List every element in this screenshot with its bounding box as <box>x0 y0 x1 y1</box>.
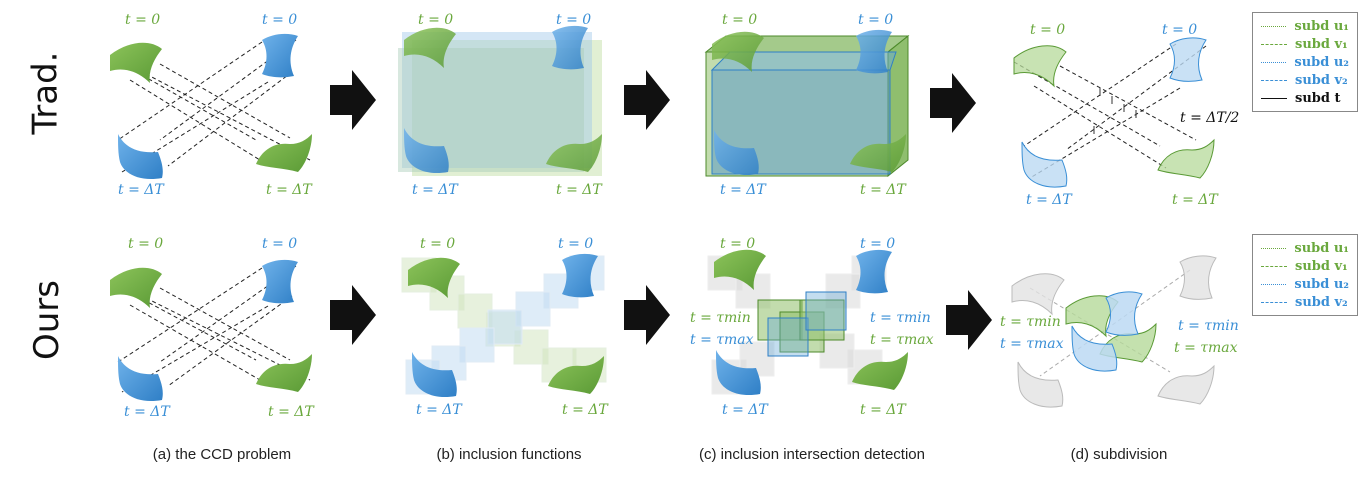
legend-swatch <box>1261 301 1287 303</box>
legend-swatch <box>1261 43 1287 45</box>
legend-item: subd u₂ <box>1261 275 1349 293</box>
legend-swatch <box>1261 247 1287 249</box>
arrow-icon <box>624 285 670 345</box>
caption-b: (b) inclusion functions <box>436 446 582 463</box>
legend-label: subd v₁ <box>1295 36 1348 52</box>
arrow-icons <box>330 70 992 350</box>
label-t0-blue-a: t = 0 <box>262 12 298 28</box>
label-t0-green-d: t = 0 <box>1030 22 1066 38</box>
legend-swatch <box>1261 61 1287 63</box>
label-tdT-green-a2: t = ΔT <box>268 404 314 420</box>
arrow-icon <box>330 285 376 345</box>
label-tau-min-blue-c: t = τmin <box>870 310 931 326</box>
panel-c-top <box>704 29 910 178</box>
panel-b-top <box>398 25 602 176</box>
caption-d: (d) subdivision <box>1070 446 1168 463</box>
green-patch-start <box>110 42 162 83</box>
label-t0-blue-b: t = 0 <box>556 12 592 28</box>
label-tdT-green-d: t = ΔT <box>1172 192 1218 208</box>
panel-d-top <box>1013 37 1215 188</box>
arrow-icon <box>624 70 670 130</box>
label-tau-max-blue-c: t = τmax <box>690 332 754 348</box>
label-tdT-blue-b2: t = ΔT <box>416 402 462 418</box>
label-t0-green-a2: t = 0 <box>128 236 164 252</box>
legend-label: subd v₂ <box>1295 72 1348 88</box>
panel-c-bottom <box>707 249 908 396</box>
legend-label: subd u₁ <box>1294 240 1349 256</box>
legend-label: subd t <box>1295 90 1341 106</box>
panel-a-bottom <box>110 259 312 402</box>
label-tdT-green-a: t = ΔT <box>266 182 312 198</box>
legend-label: subd v₂ <box>1295 294 1348 310</box>
blue-patch-end <box>118 134 163 180</box>
label-t0-blue-b2: t = 0 <box>558 236 594 252</box>
legend-swatch <box>1261 97 1287 99</box>
label-tdT-blue-c: t = ΔT <box>720 182 766 198</box>
arrow-icon <box>930 73 976 133</box>
label-tdT-green-b: t = ΔT <box>556 182 602 198</box>
label-tdT-blue-a: t = ΔT <box>118 182 164 198</box>
label-tau-max-green-d: t = τmax <box>1174 340 1238 356</box>
legend-item: subd v₁ <box>1261 257 1349 275</box>
label-t0-green-c2: t = 0 <box>720 236 756 252</box>
label-tdT-green-c: t = ΔT <box>860 182 906 198</box>
label-t0-green-b: t = 0 <box>418 12 454 28</box>
label-tdT-green-c2: t = ΔT <box>860 402 906 418</box>
panel-b-bottom <box>401 253 607 398</box>
arrow-icon <box>946 290 992 350</box>
legend-swatch <box>1261 25 1287 27</box>
label-tdT-blue-c2: t = ΔT <box>722 402 768 418</box>
legend-swatch <box>1261 265 1287 267</box>
label-t0-blue-c: t = 0 <box>858 12 894 28</box>
legend-item: subd u₁ <box>1261 239 1349 257</box>
label-t0-blue-d: t = 0 <box>1162 22 1198 38</box>
label-tau-min-blue-d: t = τmin <box>1178 318 1239 334</box>
label-tdT-blue-d: t = ΔT <box>1026 192 1072 208</box>
legend-swatch <box>1261 79 1287 81</box>
legend-item: subd v₂ <box>1261 293 1349 311</box>
legend-item: subd u₂ <box>1261 53 1349 71</box>
legend-label: subd u₂ <box>1294 54 1349 70</box>
label-tdT-blue-a2: t = ΔT <box>124 404 170 420</box>
label-tau-max-green-c: t = τmax <box>870 332 934 348</box>
label-tau-max-blue-d: t = τmax <box>1000 336 1064 352</box>
label-t0-green-c: t = 0 <box>722 12 758 28</box>
legend-item: subd v₁ <box>1261 35 1349 53</box>
legend-item: subd v₂ <box>1261 71 1349 89</box>
caption-a: (a) the CCD problem <box>152 446 292 463</box>
legend-ours: subd u₁ subd v₁ subd u₂ subd v₂ <box>1252 234 1358 316</box>
caption-c: (c) inclusion intersection detection <box>699 446 925 463</box>
legend-label: subd u₂ <box>1294 276 1349 292</box>
label-t0-green-a: t = 0 <box>125 12 161 28</box>
panel-d-bottom <box>1011 255 1217 408</box>
label-tau-min-green-c: t = τmin <box>690 310 751 326</box>
legend-trad: subd u₁ subd v₁ subd u₂ subd v₂ subd t <box>1252 12 1358 112</box>
blue-patch-start <box>262 33 298 78</box>
arrow-icon <box>330 70 376 130</box>
label-tau-min-green-d: t = τmin <box>1000 314 1061 330</box>
label-t0-blue-a2: t = 0 <box>262 236 298 252</box>
label-t0-green-b2: t = 0 <box>420 236 456 252</box>
legend-item: subd u₁ <box>1261 17 1349 35</box>
label-tdT-blue-b: t = ΔT <box>412 182 458 198</box>
green-patch-end <box>256 134 312 172</box>
label-half-d: t = ΔT/2 <box>1180 110 1240 126</box>
label-t0-blue-c2: t = 0 <box>860 236 896 252</box>
legend-label: subd v₁ <box>1295 258 1348 274</box>
label-tdT-green-b2: t = ΔT <box>562 402 608 418</box>
legend-item: subd t <box>1261 89 1349 107</box>
legend-label: subd u₁ <box>1294 18 1349 34</box>
panel-a-top <box>110 33 312 180</box>
legend-swatch <box>1261 283 1287 285</box>
